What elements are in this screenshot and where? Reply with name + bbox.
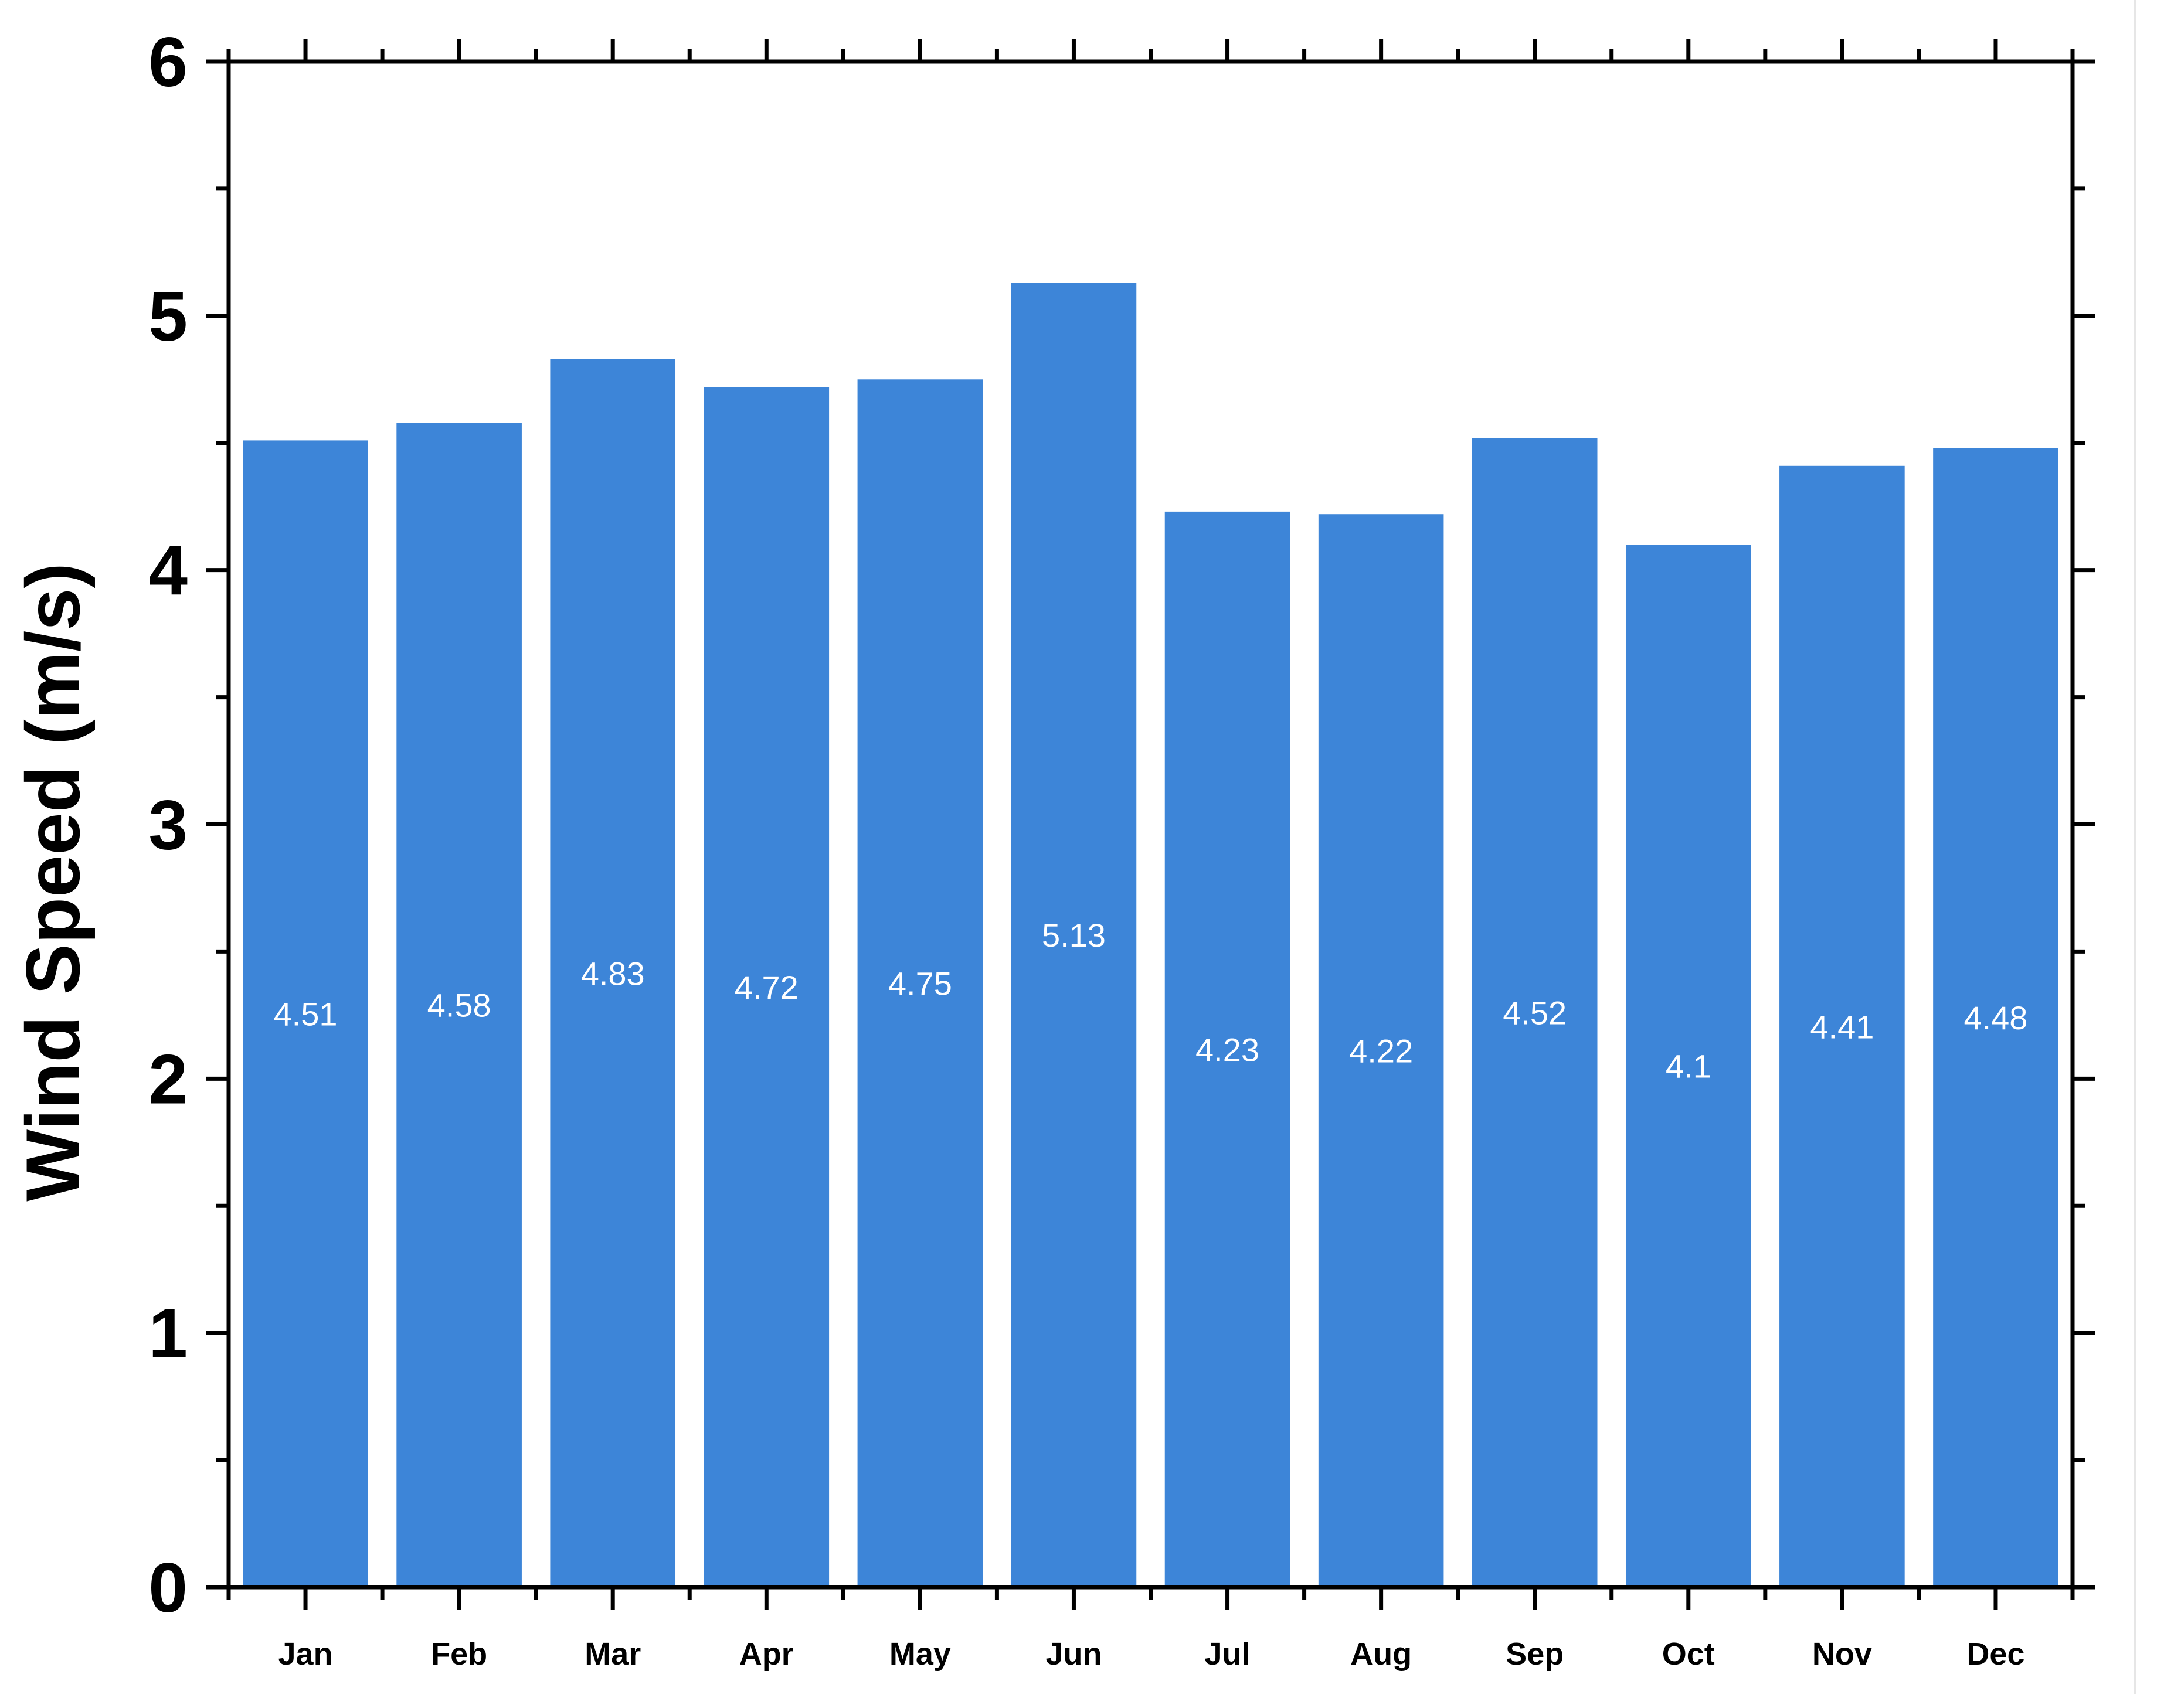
bar-apr <box>704 387 830 1587</box>
y-tick-label: 3 <box>148 786 188 865</box>
x-tick-label-aug: Aug <box>1350 1636 1412 1672</box>
bar-value-label-mar: 4.83 <box>581 955 645 992</box>
bar-value-label-may: 4.75 <box>888 965 952 1002</box>
bar-feb <box>396 423 522 1587</box>
bar-aug <box>1318 514 1444 1587</box>
y-tick-label: 6 <box>148 23 188 101</box>
x-tick-label-jun: Jun <box>1045 1636 1102 1672</box>
y-tick-label: 0 <box>148 1549 188 1627</box>
y-tick-label: 2 <box>148 1040 188 1118</box>
bar-value-labels: 4.51 4.58 4.83 4.72 4.75 5.13 4.23 4.22 4.52 4.1 4… <box>274 917 2028 1084</box>
x-tick-label-jan: Jan <box>278 1636 333 1672</box>
x-tick-labels: Jan Feb Mar Apr May Jun Jul Aug Sep Oct Nov Dec <box>278 1636 2025 1672</box>
image-edge-line <box>2134 0 2136 1694</box>
bar-value-label-oct: 4.1 <box>1666 1048 1711 1085</box>
y-tick-labels: 0 1 2 3 4 5 6 <box>148 23 188 1627</box>
bar-value-label-aug: 4.22 <box>1349 1033 1413 1070</box>
x-tick-label-feb: Feb <box>431 1636 487 1672</box>
x-tick-label-jul: Jul <box>1205 1636 1251 1672</box>
bar-may <box>857 379 983 1587</box>
x-tick-label-oct: Oct <box>1662 1636 1715 1672</box>
x-tick-label-sep: Sep <box>1506 1636 1564 1672</box>
bar-value-label-apr: 4.72 <box>735 969 799 1006</box>
y-axis-title: Wind Speed (m/s) <box>10 563 96 1201</box>
bar-value-label-feb: 4.58 <box>427 987 491 1024</box>
bar-value-label-jul: 4.23 <box>1195 1031 1259 1068</box>
bar-mar <box>550 359 676 1588</box>
bar-nov <box>1779 465 1905 1588</box>
bar-sep <box>1472 438 1598 1588</box>
bar-jul <box>1164 511 1290 1587</box>
y-tick-label: 4 <box>148 532 188 610</box>
y-tick-label: 1 <box>148 1294 188 1373</box>
bar-jan <box>243 440 368 1588</box>
bar-value-label-jan: 4.51 <box>274 996 338 1033</box>
x-tick-label-dec: Dec <box>1966 1636 2024 1672</box>
bar-value-label-sep: 4.52 <box>1503 995 1567 1032</box>
bar-oct <box>1625 545 1751 1587</box>
bar-value-label-nov: 4.41 <box>1810 1008 1874 1045</box>
x-tick-label-mar: Mar <box>585 1636 641 1672</box>
y-tick-label: 5 <box>148 277 188 356</box>
bar-jun <box>1011 283 1137 1587</box>
bar-dec <box>1933 448 2058 1587</box>
bar-value-label-jun: 5.13 <box>1042 917 1106 954</box>
bars-group <box>243 283 2058 1588</box>
x-tick-label-apr: Apr <box>739 1636 794 1672</box>
x-tick-label-may: May <box>889 1636 951 1672</box>
bar-value-label-dec: 4.48 <box>1963 999 2027 1036</box>
x-tick-label-nov: Nov <box>1812 1636 1872 1672</box>
axes-group <box>206 39 2095 1610</box>
